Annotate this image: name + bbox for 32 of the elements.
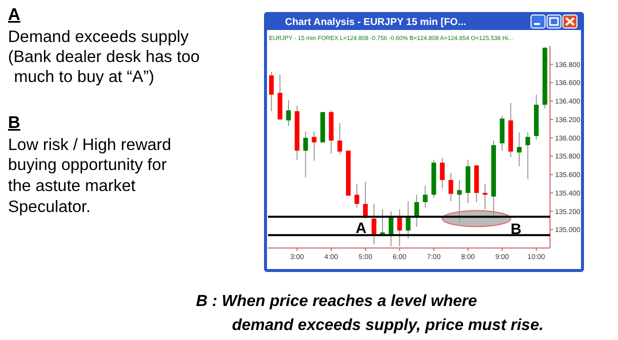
annotation: A (356, 220, 367, 237)
text: buying opportunity for (8, 156, 168, 174)
candlestick (269, 71, 274, 112)
candlestick (354, 183, 360, 208)
candlestick (440, 158, 445, 189)
text: B (8, 113, 20, 132)
text: A (8, 5, 20, 24)
candlestick (457, 180, 462, 223)
candlestick (372, 203, 376, 245)
candlestick (363, 181, 368, 220)
text: Low risk / High reward (8, 136, 172, 154)
candlestick (337, 122, 342, 155)
candlestick (406, 200, 410, 240)
candlestick (286, 100, 291, 126)
candlestick (525, 132, 530, 180)
candlestick (448, 172, 454, 202)
candlestick (414, 194, 420, 228)
text: the astute market (8, 177, 136, 195)
text: B : When price reaches a level where (196, 293, 478, 310)
text: Speculator. (8, 198, 91, 216)
text: Demand exceeds supply (8, 28, 190, 46)
candlestick (422, 185, 428, 208)
text: (Bank dealer desk has too (8, 48, 200, 66)
chart-title: Chart Analysis - EURJPY 15 min [FO... (285, 17, 466, 28)
text: much to buy at “A”) (14, 68, 154, 86)
candlestick (397, 208, 402, 247)
candlestick (388, 210, 394, 247)
text: demand exceeds supply, price must rise. (232, 317, 544, 334)
candlestick (312, 130, 316, 162)
candlestick (516, 132, 522, 167)
candlestick (303, 130, 308, 178)
annotation: B (510, 220, 522, 238)
